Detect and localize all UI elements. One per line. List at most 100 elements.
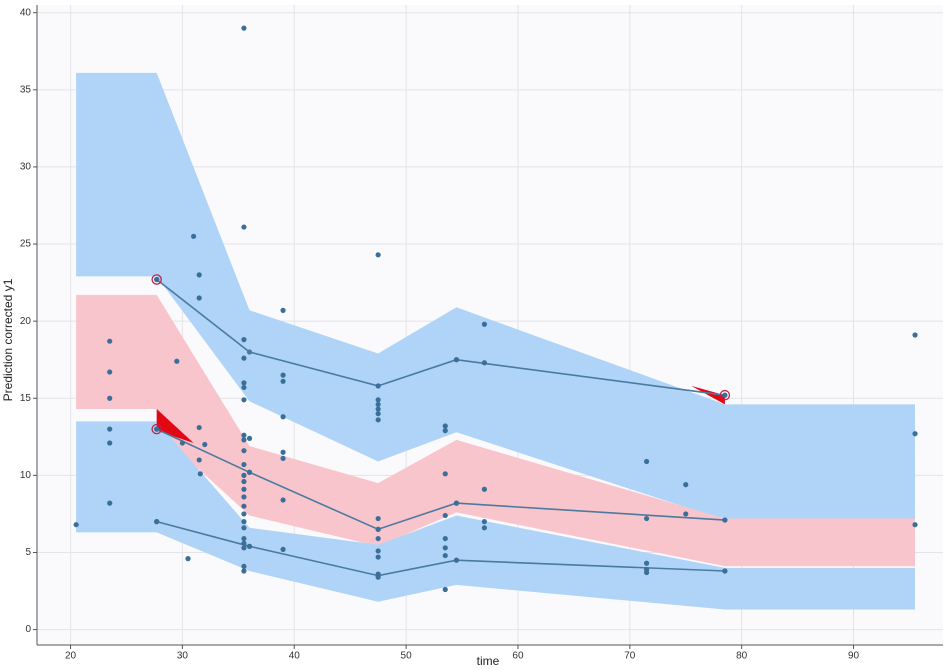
data-point: [375, 548, 381, 554]
data-point: [73, 522, 79, 528]
x-tick-label: 30: [177, 650, 189, 661]
lower-percentile-prediction-interval-band: [76, 421, 916, 610]
upper-percentile-vertex: [246, 349, 253, 355]
prediction-interval-bands: [76, 72, 916, 610]
data-point: [107, 426, 113, 432]
x-tick-label: 70: [624, 650, 636, 661]
data-point: [912, 431, 918, 437]
x-tick-labels: 20 30 40 50 60 70 80 90: [65, 645, 860, 661]
data-point: [375, 397, 381, 403]
data-point: [280, 378, 286, 384]
outlier-area: [691, 385, 725, 405]
data-point: [241, 461, 247, 468]
outlier-area: [156, 409, 194, 443]
data-point: [375, 401, 381, 408]
data-point: [442, 428, 448, 434]
data-point: [442, 423, 448, 429]
data-point: [442, 535, 448, 542]
y-tick-label: 0: [25, 624, 31, 635]
data-point: [453, 557, 460, 563]
data-point: [375, 515, 381, 522]
y-tick-label: 20: [20, 316, 32, 327]
data-point: [912, 522, 918, 528]
data-point: [280, 449, 286, 455]
data-point: [722, 392, 728, 398]
data-point: [246, 469, 253, 475]
outlier-marker: [719, 389, 731, 401]
data-point: [912, 332, 918, 338]
data-point: [722, 568, 728, 574]
data-point: [643, 569, 650, 576]
data-point: [246, 543, 253, 549]
data-point: [241, 397, 247, 403]
data-point: [241, 448, 247, 454]
data-point: [241, 25, 247, 31]
data-point: [643, 458, 650, 465]
data-point: [196, 295, 202, 301]
x-tick-label: 50: [401, 650, 413, 661]
data-point: [280, 546, 286, 552]
data-point: [375, 526, 381, 532]
data-point: [442, 512, 448, 519]
data-point: [241, 511, 247, 517]
x-tick-label: 20: [65, 650, 77, 661]
data-point: [241, 545, 247, 551]
data-point: [179, 440, 186, 446]
data-point: [375, 554, 381, 560]
data-point: [154, 426, 160, 432]
outlier-areas: [156, 385, 725, 443]
axes: [36, 5, 943, 646]
data-point: [280, 414, 286, 420]
data-point: [154, 276, 160, 283]
x-tick-label: 80: [736, 650, 748, 661]
y-tick-label: 5: [25, 547, 31, 558]
data-point: [643, 515, 650, 522]
data-point: [241, 525, 247, 531]
data-point: [196, 424, 202, 431]
data-point: [196, 457, 202, 463]
data-point: [280, 307, 286, 313]
data-point: [241, 563, 247, 569]
data-point: [442, 471, 448, 477]
outlier-marker: [151, 423, 162, 435]
data-point: [375, 417, 381, 423]
y-tick-label: 25: [20, 239, 32, 250]
data-point: [241, 540, 247, 546]
data-point: [643, 560, 650, 566]
data-point: [683, 511, 689, 517]
data-point: [241, 224, 247, 230]
data-point: [241, 486, 247, 492]
data-point: [154, 519, 160, 525]
upper-percentile-prediction-interval-band: [76, 72, 916, 521]
data-point: [453, 357, 460, 363]
data-point: [241, 437, 247, 443]
y-tick-labels: 0 5 10 15 20 25 30 35 40: [20, 7, 37, 635]
data-point: [375, 574, 381, 580]
data-point: [241, 384, 247, 391]
outlier-marker: [151, 274, 162, 285]
data-point: [453, 500, 460, 506]
data-point: [241, 535, 247, 542]
data-point: [375, 383, 381, 389]
y-tick-label: 15: [20, 393, 32, 404]
data-point: [202, 441, 208, 448]
data-point: [246, 435, 253, 441]
y-tick-label: 35: [20, 84, 32, 95]
data-point: [107, 500, 113, 506]
data-point: [241, 432, 247, 438]
outlier-markers: [151, 274, 731, 435]
data-point: [185, 556, 191, 562]
data-point: [107, 395, 113, 401]
data-point: [196, 272, 202, 278]
data-point: [481, 525, 488, 531]
data-point: [241, 494, 247, 500]
y-axis-title: Prediction corrected y1: [1, 278, 15, 401]
data-point: [442, 552, 448, 559]
data-point: [241, 337, 247, 343]
data-point: [442, 586, 448, 593]
data-point: [481, 360, 488, 366]
data-point: [280, 497, 286, 503]
data-point: [241, 478, 247, 485]
y-tick-label: 40: [20, 7, 32, 18]
data-point: [683, 482, 689, 488]
